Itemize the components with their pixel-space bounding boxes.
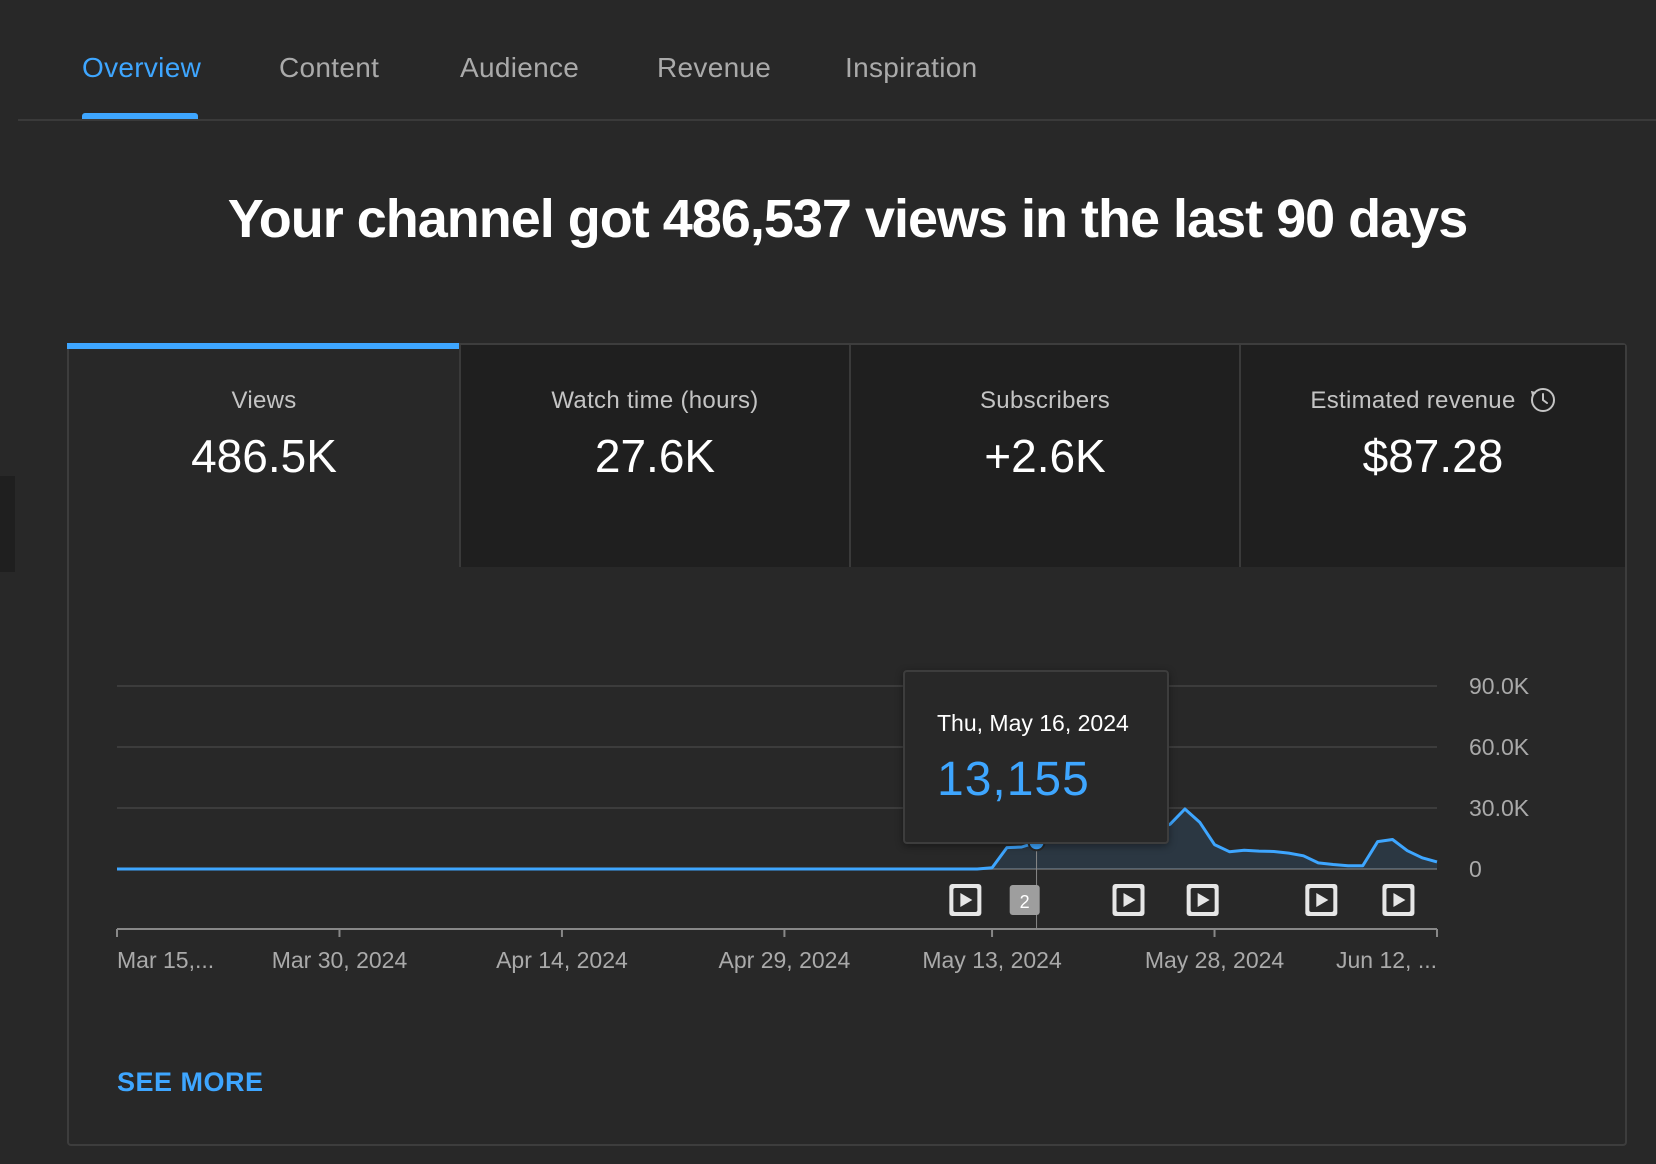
video-marker-count: 2 [1020, 892, 1030, 912]
play-icon [1197, 893, 1210, 907]
x-tick-label: Apr 29, 2024 [719, 947, 851, 973]
tab-overview[interactable]: Overview [82, 52, 202, 83]
tab-content[interactable]: Content [279, 52, 380, 83]
metric-value: 486.5K [191, 430, 337, 482]
views-chart[interactable]: 90.0K 60.0K 30.0K 0 2 Mar 15,... Mar 30, 202… [69, 585, 1625, 1145]
chart-gridlines [117, 685, 1437, 870]
metric-label: Estimated revenue [1310, 387, 1516, 414]
clock-icon[interactable] [1530, 387, 1556, 413]
left-edge-panel [0, 476, 15, 572]
y-tick-label: 30.0K [1469, 795, 1530, 821]
play-icon [960, 893, 973, 907]
active-tab-indicator [82, 113, 198, 119]
x-tick-label: Apr 14, 2024 [496, 947, 628, 973]
x-axis-ticks: Mar 15,... Mar 30, 2024 Apr 14, 2024 Apr 29… [116, 929, 1438, 973]
metric-value: +2.6K [984, 430, 1106, 482]
analytics-tabs: Overview Content Audience Revenue Inspir… [18, 0, 1656, 121]
x-tick-label: Jun 12, ... [1336, 947, 1437, 973]
tooltip-date: Thu, May 16, 2024 [937, 710, 1129, 736]
metric-tab-estimated-revenue[interactable]: Estimated revenue $87.28 [1239, 345, 1625, 567]
overview-card: Views 486.5K Watch time (hours) 27.6K Su… [67, 343, 1627, 1146]
metric-tab-subscribers[interactable]: Subscribers +2.6K [849, 345, 1239, 567]
page-headline: Your channel got 486,537 views in the la… [227, 189, 1469, 249]
metric-value: $87.28 [1362, 430, 1504, 482]
video-group-marker[interactable]: 2 [1009, 885, 1040, 915]
play-icon [1123, 893, 1136, 907]
video-marker[interactable] [1305, 884, 1338, 916]
metric-tab-views[interactable]: Views 486.5K [67, 343, 459, 567]
video-marker[interactable] [1186, 884, 1219, 916]
chart-tooltip: Thu, May 16, 2024 13,155 [903, 670, 1169, 844]
x-tick-label: May 28, 2024 [1145, 947, 1285, 973]
video-marker[interactable] [949, 884, 982, 916]
video-marker[interactable] [1112, 884, 1145, 916]
see-more-link[interactable]: SEE MORE [117, 1067, 264, 1097]
x-tick-label: Mar 30, 2024 [272, 947, 408, 973]
views-area-fill [117, 809, 1437, 869]
selected-metric-indicator [67, 343, 459, 349]
metric-label-row: Estimated revenue [1241, 387, 1625, 415]
y-axis-labels: 90.0K 60.0K 30.0K 0 [1469, 673, 1530, 882]
y-tick-label: 60.0K [1469, 734, 1530, 760]
metric-label: Watch time (hours) [551, 387, 759, 414]
play-icon [1393, 893, 1406, 907]
x-tick-label: Mar 15,... [117, 947, 214, 973]
tab-revenue[interactable]: Revenue [657, 52, 772, 83]
play-icon [1316, 893, 1329, 907]
video-marker[interactable] [1382, 884, 1415, 916]
y-tick-label: 90.0K [1469, 673, 1530, 699]
metric-label: Views [231, 387, 297, 414]
metric-label: Subscribers [979, 387, 1110, 414]
x-tick-label: May 13, 2024 [922, 947, 1062, 973]
video-markers[interactable]: 2 [949, 884, 1415, 916]
tab-inspiration[interactable]: Inspiration [845, 52, 978, 83]
tab-audience[interactable]: Audience [460, 52, 580, 83]
metric-tab-watch-time[interactable]: Watch time (hours) 27.6K [459, 345, 849, 567]
metric-value: 27.6K [594, 430, 716, 482]
tooltip-value: 13,155 [937, 753, 1090, 806]
y-tick-label: 0 [1469, 856, 1482, 882]
